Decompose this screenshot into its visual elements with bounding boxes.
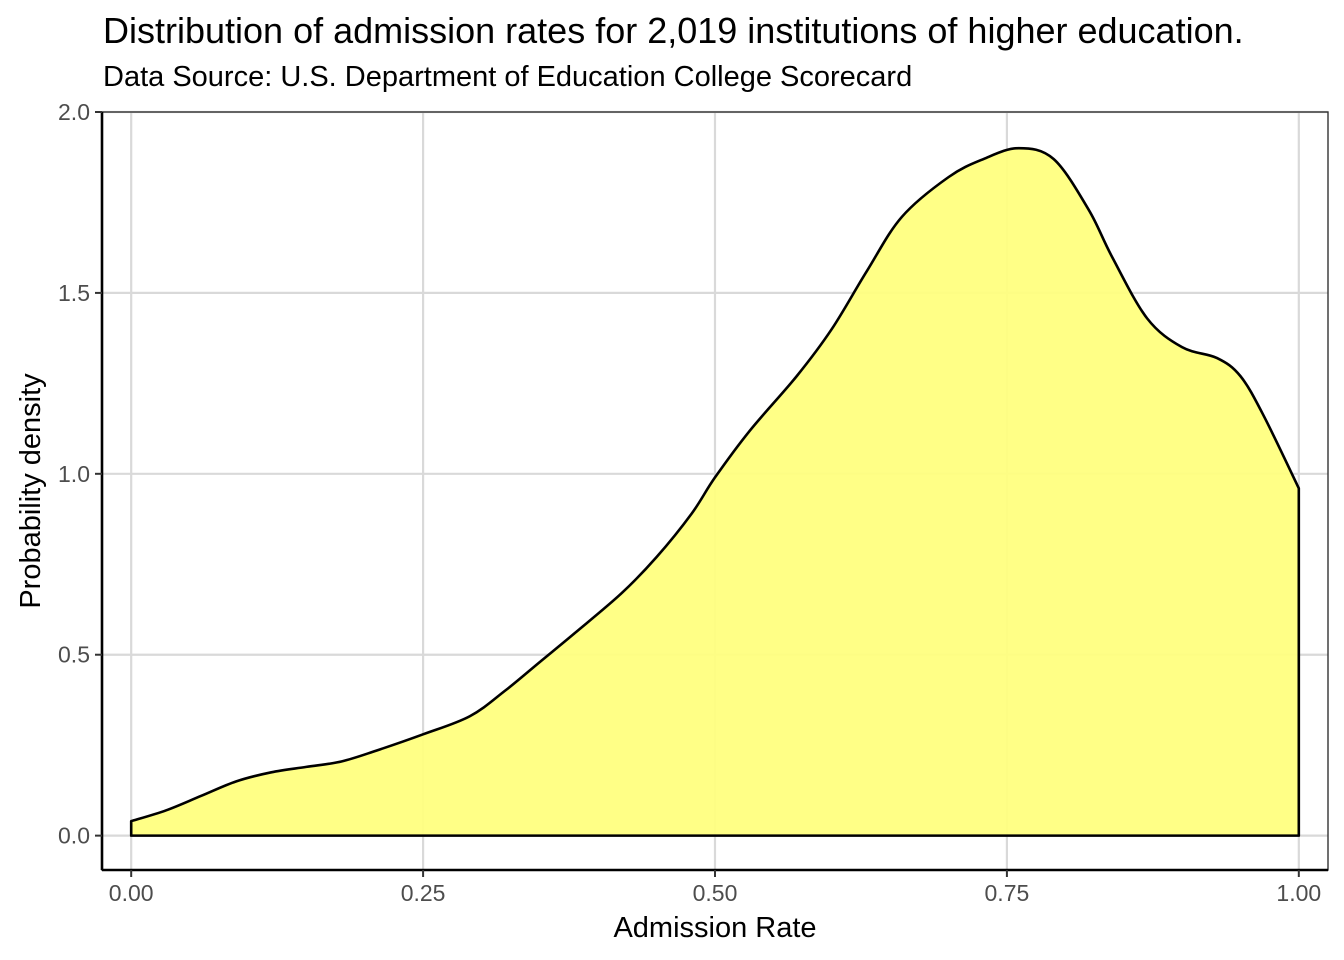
x-tick-label: 0.25 <box>401 880 446 906</box>
x-tick-label: 0.75 <box>985 880 1030 906</box>
axes: 0.00 0.25 0.50 0.75 1.00 0.0 0.5 1.0 1.5 2.0 <box>58 99 1328 906</box>
x-tick-label: 0.50 <box>693 880 738 906</box>
series-layer <box>129 146 1301 837</box>
density-area <box>129 146 1301 837</box>
y-tick-label: 1.5 <box>58 280 90 306</box>
x-axis-title: Admission Rate <box>613 912 816 944</box>
y-tick-label: 0.5 <box>58 642 90 668</box>
y-tick-label: 2.0 <box>58 99 90 125</box>
chart-subtitle: Data Source: U.S. Department of Educatio… <box>103 61 913 93</box>
y-axis-title: Probability density <box>15 373 47 609</box>
x-tick-label: 0.00 <box>109 880 154 906</box>
chart-title: Distribution of admission rates for 2,01… <box>103 10 1244 51</box>
y-tick-label: 0.0 <box>58 823 90 849</box>
x-tick-label: 1.00 <box>1276 880 1321 906</box>
y-tick-label: 1.0 <box>58 461 90 487</box>
